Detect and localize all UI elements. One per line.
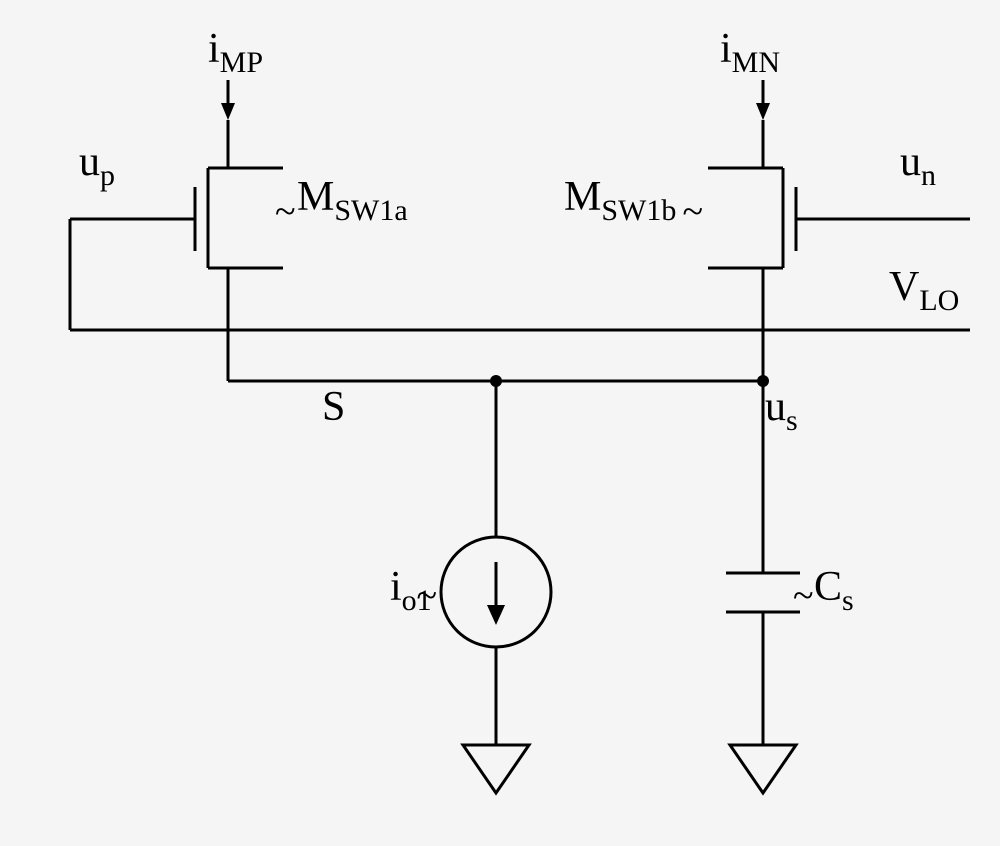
current-source-io1: ~ — [416, 537, 551, 647]
label-imp: iMP — [208, 26, 263, 79]
imn-arrow — [756, 80, 770, 120]
ground-left — [463, 745, 529, 793]
svg-text:us: us — [765, 384, 798, 437]
svg-text:up: up — [79, 139, 115, 192]
imp-arrow — [221, 80, 235, 120]
label-msw1b: MSW1b — [564, 174, 676, 227]
label-up: up — [79, 139, 115, 192]
node-s — [490, 375, 502, 387]
tilde-icon: ~ — [793, 575, 814, 617]
svg-text:un: un — [900, 139, 936, 192]
svg-text:S: S — [322, 384, 345, 430]
mosfet-msw1b: ~ — [682, 120, 805, 330]
label-msw1a: MSW1a — [297, 174, 408, 227]
mosfet-msw1a: ~ — [186, 120, 296, 330]
circuit-diagram: ~ ~ — [0, 0, 1000, 846]
svg-text:Cs: Cs — [814, 564, 854, 617]
label-imn: iMN — [720, 26, 780, 79]
tilde-icon: ~ — [275, 191, 296, 233]
svg-text:MSW1a: MSW1a — [297, 174, 408, 227]
label-us: us — [765, 384, 798, 437]
svg-text:MSW1b: MSW1b — [564, 174, 676, 227]
svg-text:VLO: VLO — [889, 264, 959, 317]
label-cs: Cs — [814, 564, 854, 617]
svg-text:io1: io1 — [390, 564, 432, 617]
label-un: un — [900, 139, 936, 192]
svg-text:iMN: iMN — [720, 26, 780, 79]
label-s: S — [322, 384, 345, 430]
svg-text:iMP: iMP — [208, 26, 263, 79]
label-vlo: VLO — [889, 264, 959, 317]
label-io1: io1 — [390, 564, 432, 617]
capacitor-cs: ~ — [726, 573, 814, 617]
wires — [70, 219, 970, 745]
tilde-icon: ~ — [682, 191, 703, 233]
ground-right — [730, 745, 796, 793]
